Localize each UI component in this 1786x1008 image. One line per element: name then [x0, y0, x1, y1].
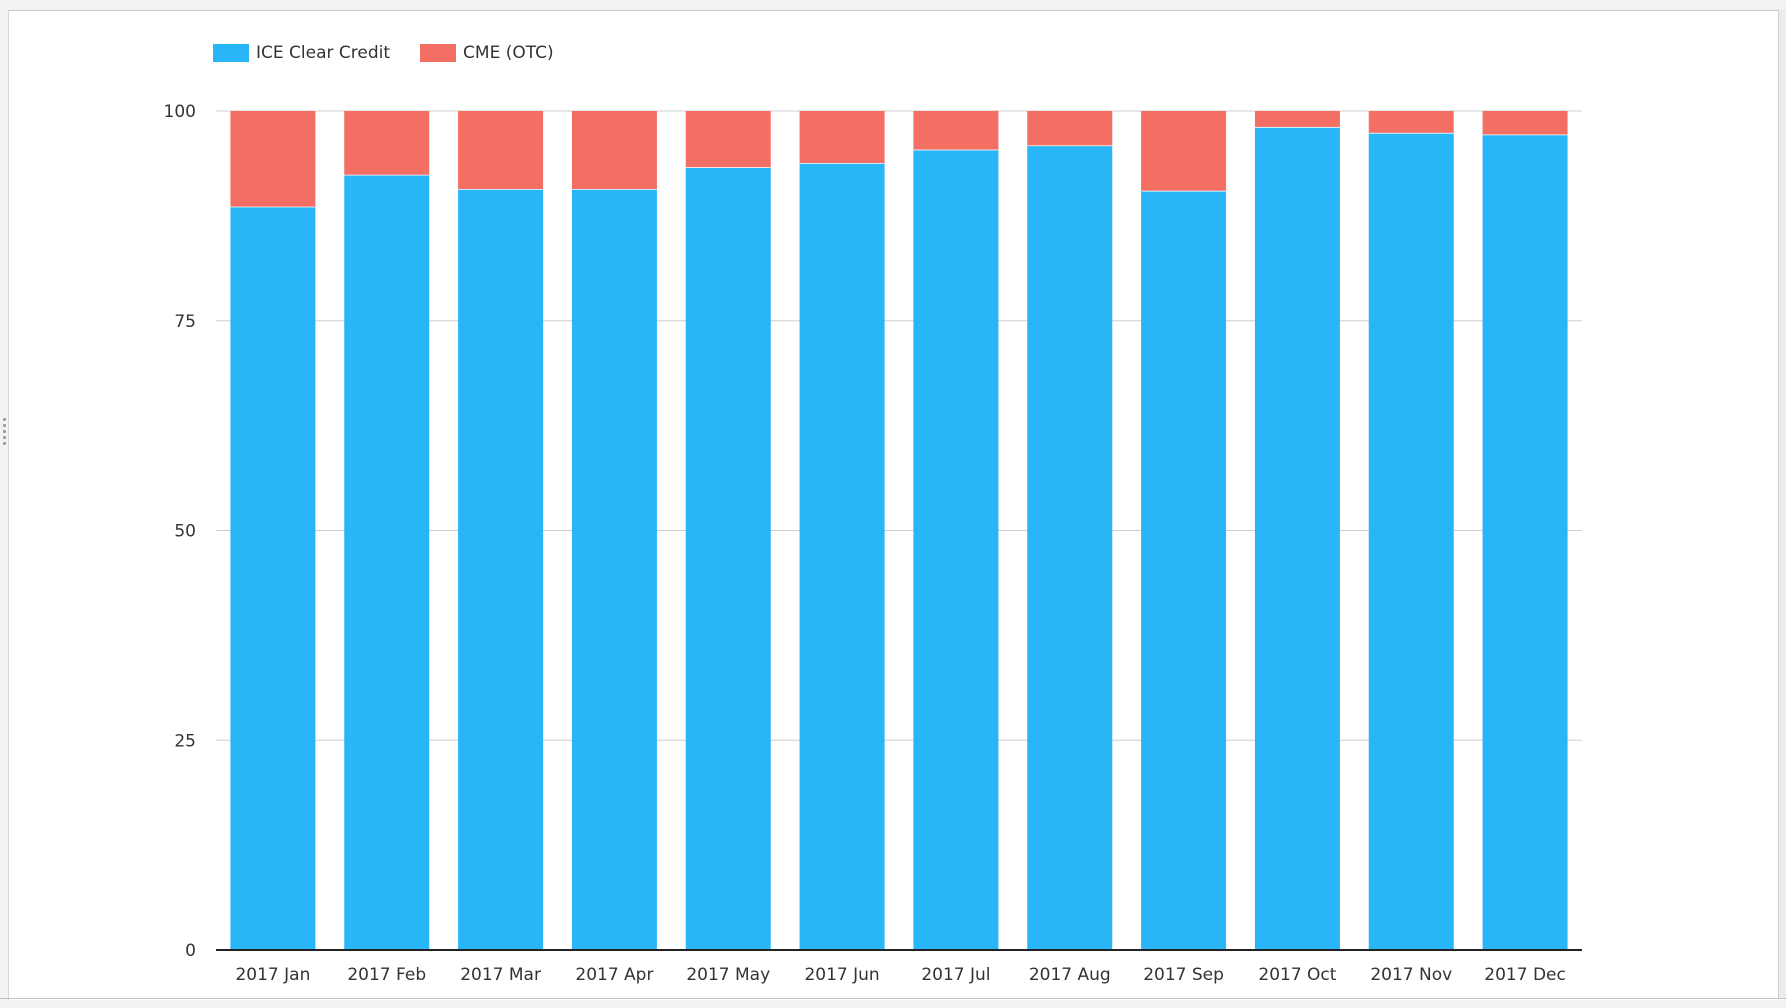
- bar-cme-6[interactable]: [913, 111, 999, 150]
- x-tick-label-2: 2017 Mar: [460, 965, 541, 985]
- bar-ice-11[interactable]: [1482, 134, 1568, 950]
- bar-ice-5[interactable]: [799, 163, 885, 950]
- bar-cme-2[interactable]: [458, 111, 544, 190]
- legend-item-cme[interactable]: CME (OTC): [420, 43, 554, 63]
- bar-ice-9[interactable]: [1254, 126, 1340, 951]
- x-tick-label-9: 2017 Oct: [1258, 965, 1336, 985]
- y-tick-label-100: 100: [164, 102, 196, 122]
- bar-ice-10[interactable]: [1368, 132, 1454, 951]
- bar-cme-1[interactable]: [344, 111, 430, 175]
- bar-ice-1[interactable]: [344, 174, 430, 950]
- x-tick-label-6: 2017 Jul: [921, 965, 990, 985]
- legend-swatch-cme: [420, 44, 457, 62]
- bar-cme-7[interactable]: [1027, 111, 1113, 146]
- panel-scroll-rail[interactable]: [1778, 10, 1786, 998]
- x-tick-label-3: 2017 Apr: [575, 965, 653, 985]
- bar-ice-7[interactable]: [1027, 145, 1113, 951]
- x-tick-label-0: 2017 Jan: [235, 965, 310, 985]
- bar-cme-8[interactable]: [1141, 111, 1227, 191]
- x-tick-label-8: 2017 Sep: [1143, 965, 1224, 985]
- bar-ice-8[interactable]: [1141, 190, 1227, 950]
- y-tick-label-50: 50: [174, 522, 196, 542]
- x-tick-label-1: 2017 Feb: [347, 965, 426, 985]
- x-tick-label-10: 2017 Nov: [1370, 965, 1452, 985]
- bar-ice-6[interactable]: [913, 149, 999, 950]
- panel-divider: [0, 998, 1786, 999]
- bar-cme-3[interactable]: [571, 111, 657, 190]
- bar-ice-0[interactable]: [230, 206, 316, 950]
- legend-swatch-ice: [213, 44, 249, 62]
- bar-cme-0[interactable]: [230, 111, 316, 207]
- x-tick-label-11: 2017 Dec: [1484, 965, 1566, 985]
- bar-cme-10[interactable]: [1368, 111, 1454, 133]
- bar-cme-4[interactable]: [685, 111, 771, 168]
- bar-ice-4[interactable]: [685, 167, 771, 950]
- bar-cme-5[interactable]: [799, 111, 885, 164]
- y-tick-label-75: 75: [174, 312, 196, 332]
- panel-resize-handle[interactable]: [2, 418, 8, 458]
- bar-ice-3[interactable]: [571, 189, 657, 951]
- legend-label-ice: ICE Clear Credit: [256, 43, 391, 63]
- x-tick-label-7: 2017 Aug: [1029, 965, 1111, 985]
- y-tick-label-0: 0: [185, 941, 196, 961]
- y-tick-label-25: 25: [174, 731, 196, 751]
- x-tick-label-5: 2017 Jun: [804, 965, 879, 985]
- legend-label-cme: CME (OTC): [463, 43, 554, 63]
- bar-cme-11[interactable]: [1482, 111, 1568, 135]
- bar-cme-9[interactable]: [1254, 111, 1340, 127]
- x-tick-label-4: 2017 May: [686, 965, 770, 985]
- legend-item-ice[interactable]: ICE Clear Credit: [213, 43, 390, 63]
- chart-legend: ICE Clear Credit CME (OTC): [213, 43, 584, 63]
- bar-ice-2[interactable]: [458, 189, 544, 951]
